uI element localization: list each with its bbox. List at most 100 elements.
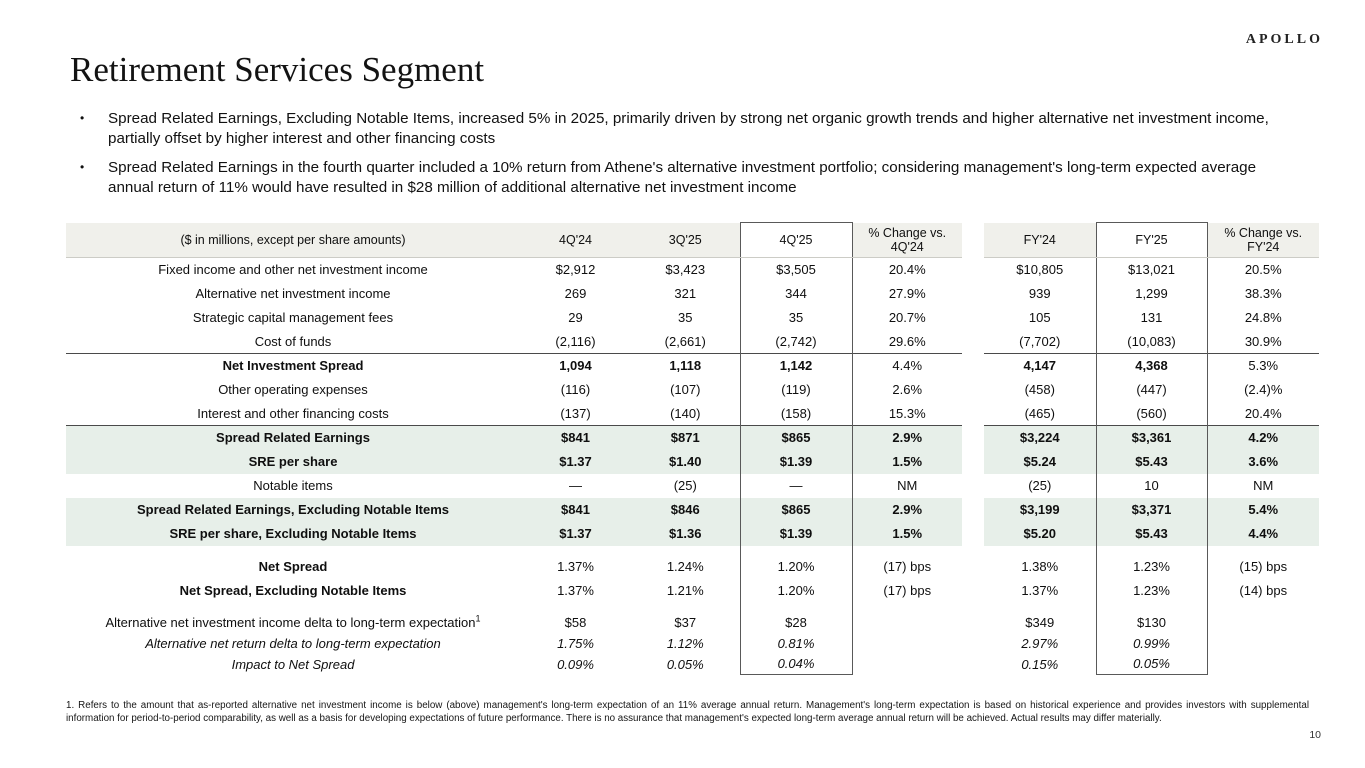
value-cell: 1.24% [666,559,704,574]
value-cell: 1,142 [739,353,853,378]
value-cell: $1.36 [631,521,740,546]
value-cell: $1.39 [739,449,853,474]
value-cell: 939 [1028,286,1051,301]
value-cell: 24.8% [1244,310,1282,325]
value-cell: 1.5% [852,449,962,474]
value-cell: 1.38% [1021,559,1059,574]
value-cell: 0.04% [739,653,853,675]
value-cell: 35 [678,310,693,325]
row-label: Fixed income and other net investment in… [158,262,428,278]
value-cell: (2,661) [664,333,706,349]
value-cell: $865 [739,425,853,450]
table-row: Cost of funds (2,116) (2,661) (2,742) 29.6% (… [66,329,1319,354]
value-cell: $28 [739,611,853,633]
value-cell [1207,612,1319,633]
table-row: Impact to Net Spread 0.09% 0.05% 0.04% 0.15%… [66,653,1319,675]
value-cell: 0.09% [557,656,594,672]
bullet-icon: • [80,160,85,174]
row-label: SRE per share, Excluding Notable Items [66,521,520,546]
column-spacer [962,654,984,675]
page-number: 10 [1309,729,1321,741]
column-spacer [962,354,984,378]
value-cell: 0.05% [666,656,704,672]
value-cell: 20.4% [1244,405,1282,421]
value-cell: (119) [739,377,853,402]
table-row: Fixed income and other net investment in… [66,257,1319,282]
gap-cell [631,603,740,612]
value-cell: $37 [674,614,697,630]
value-cell: (2,116) [555,333,596,349]
column-spacer [962,222,984,258]
gap-cell [984,603,1096,612]
value-cell: $13,021 [1095,257,1208,282]
value-cell: 15.3% [888,405,926,421]
column-header: 4Q'25 [739,222,853,258]
row-label: Cost of funds [254,333,332,349]
page-title: Retirement Services Segment [70,50,485,89]
value-cell [852,654,962,675]
table-row: Alternative net investment income 269 321 3… [66,281,1319,306]
column-header: ($ in millions, except per share amounts… [66,222,520,258]
row-label: Spread Related Earnings [66,425,520,450]
value-cell: 1.23% [1095,578,1208,603]
column-spacer [962,449,984,474]
value-cell: (116) [560,382,591,397]
value-cell: $3,371 [1095,497,1208,522]
value-cell: NM [897,478,918,493]
apollo-logo: APOLLO [1245,32,1323,47]
gap-cell [962,603,984,612]
footnote-marker: 1 [475,613,481,624]
value-cell: 0.99% [1095,632,1208,654]
value-cell: (17) bps [883,583,932,598]
value-cell: 29.6% [888,333,926,349]
column-spacer [962,330,984,354]
gap-cell [739,602,853,612]
value-cell: (25) [1028,478,1052,493]
value-cell: $5.43 [1095,521,1208,546]
column-spacer [962,633,984,654]
value-cell: 10 [1095,473,1208,498]
row-label: Net Spread, Excluding Notable Items [179,583,407,598]
gap-cell [66,603,520,612]
row-label: Net Investment Spread [66,353,520,378]
value-cell: (2,742) [739,329,853,354]
value-cell: (447) [1095,377,1208,402]
value-cell: 20.4% [888,262,926,278]
row-label: SRE per share [66,449,520,474]
bullet-text: Spread Related Earnings, Excluding Notab… [108,110,1269,147]
gap-cell [984,546,1096,555]
gap-cell [852,603,962,612]
value-cell: NM [1253,478,1274,493]
row-label: Alternative net return delta to long-ter… [145,635,441,651]
column-spacer [962,579,984,603]
column-spacer [962,521,984,546]
bullet-icon: • [80,111,85,125]
value-cell: 1,118 [631,353,740,378]
table-row: Net Investment Spread 1,094 1,118 1,142 4.4%… [66,353,1319,378]
row-label: Alternative net investment income [195,286,391,301]
gap-cell [852,546,962,555]
table-body: ($ in millions, except per share amounts… [66,222,1319,675]
value-cell: 4,368 [1095,353,1208,378]
row-label: Alternative net investment income delta … [105,613,481,630]
table-row: Net Spread, Excluding Notable Items 1.37%… [66,578,1319,603]
row-label: Net Spread [258,559,328,574]
value-cell [1207,633,1319,654]
value-cell: $3,199 [984,497,1096,522]
value-cell [1207,654,1319,675]
gap-cell [739,545,853,555]
value-cell: $5.20 [984,521,1096,546]
table-row: Alternative net investment income delta … [66,611,1319,633]
value-cell: 1.37% [557,559,594,574]
value-cell: 20.7% [888,310,926,325]
value-cell: $871 [631,425,740,450]
column-spacer [962,612,984,633]
value-cell: (17) bps [883,559,932,574]
row-label: Strategic capital management fees [192,310,394,325]
value-cell: (25) [673,478,697,493]
column-spacer [962,306,984,330]
row-label: Interest and other financing costs [197,405,389,421]
value-cell: (140) [670,405,701,421]
value-cell: 1.75% [557,635,594,651]
table-header-row: ($ in millions, except per share amounts… [66,222,1319,258]
